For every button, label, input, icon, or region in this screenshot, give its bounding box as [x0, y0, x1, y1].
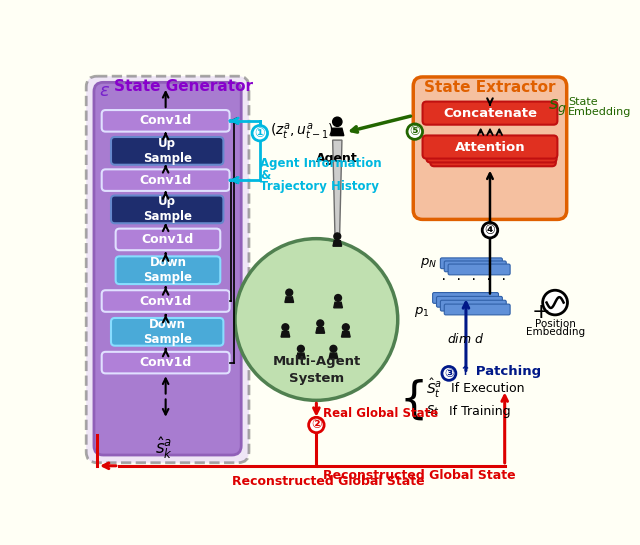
FancyBboxPatch shape: [444, 261, 506, 272]
FancyBboxPatch shape: [111, 137, 223, 165]
Text: · · · · ·: · · · · ·: [440, 273, 508, 286]
Circle shape: [298, 346, 304, 352]
Polygon shape: [333, 302, 342, 308]
FancyBboxPatch shape: [440, 258, 502, 269]
FancyBboxPatch shape: [422, 136, 557, 159]
Text: +: +: [532, 302, 550, 322]
FancyBboxPatch shape: [448, 264, 510, 275]
FancyBboxPatch shape: [433, 293, 499, 304]
Text: Conv1d: Conv1d: [142, 233, 194, 246]
Text: ②: ②: [311, 419, 322, 432]
FancyBboxPatch shape: [94, 82, 241, 455]
Circle shape: [330, 346, 337, 352]
Text: $\epsilon$: $\epsilon$: [99, 82, 110, 100]
Circle shape: [308, 417, 324, 433]
Text: If Training: If Training: [441, 404, 511, 417]
Circle shape: [333, 117, 342, 126]
Polygon shape: [333, 140, 342, 237]
Text: {: {: [399, 379, 428, 422]
Circle shape: [334, 233, 340, 240]
Circle shape: [342, 324, 349, 331]
Text: Conv1d: Conv1d: [140, 356, 192, 369]
FancyBboxPatch shape: [440, 300, 506, 311]
Text: $p_1$: $p_1$: [414, 305, 429, 319]
Text: Multi-Agent
System: Multi-Agent System: [272, 355, 360, 385]
Text: ①: ①: [255, 126, 265, 140]
Text: Down
Sample: Down Sample: [143, 318, 192, 346]
Circle shape: [235, 239, 397, 401]
Circle shape: [543, 290, 568, 315]
FancyBboxPatch shape: [111, 318, 223, 346]
Text: Conv1d: Conv1d: [140, 114, 192, 128]
Text: Conv1d: Conv1d: [140, 294, 192, 307]
Text: Reconstructed Global State: Reconstructed Global State: [323, 469, 515, 482]
Text: $p_N$: $p_N$: [420, 256, 437, 270]
Text: $\mathit{s}_g$: $\mathit{s}_g$: [548, 98, 567, 118]
FancyBboxPatch shape: [430, 143, 556, 166]
Circle shape: [286, 289, 292, 296]
Text: Attention: Attention: [454, 141, 525, 154]
Circle shape: [407, 124, 422, 140]
Text: Up
Sample: Up Sample: [143, 137, 192, 165]
Circle shape: [317, 320, 324, 327]
Polygon shape: [281, 331, 290, 337]
Text: ④: ④: [484, 223, 495, 237]
Text: Agent Information: Agent Information: [260, 158, 381, 171]
Text: $\hat{S}_t^a$: $\hat{S}_t^a$: [426, 377, 442, 399]
FancyBboxPatch shape: [436, 296, 502, 307]
Text: $s_t$: $s_t$: [426, 404, 439, 419]
FancyBboxPatch shape: [102, 290, 230, 312]
Polygon shape: [296, 353, 305, 359]
Text: Position: Position: [534, 319, 575, 329]
FancyBboxPatch shape: [413, 77, 566, 220]
Text: Embedding: Embedding: [525, 327, 584, 337]
Text: Real Global State: Real Global State: [323, 407, 438, 420]
Polygon shape: [316, 328, 324, 333]
FancyBboxPatch shape: [102, 110, 230, 132]
Text: $\hat{s}_k^a$: $\hat{s}_k^a$: [155, 435, 173, 461]
Polygon shape: [331, 128, 344, 136]
Text: ③: ③: [444, 367, 454, 380]
Text: Reconstructed Global State: Reconstructed Global State: [232, 475, 424, 488]
FancyBboxPatch shape: [86, 76, 249, 463]
Text: ⑤: ⑤: [410, 125, 420, 138]
FancyBboxPatch shape: [111, 196, 223, 223]
Text: Agent: Agent: [316, 152, 358, 165]
FancyBboxPatch shape: [422, 101, 557, 125]
Polygon shape: [285, 297, 294, 302]
Text: dim $d$: dim $d$: [447, 332, 484, 346]
Circle shape: [252, 125, 268, 141]
Text: Down
Sample: Down Sample: [143, 256, 193, 284]
Polygon shape: [342, 331, 350, 337]
FancyBboxPatch shape: [444, 304, 510, 315]
Text: $(z_t^a, u_{t-1}^a)$: $(z_t^a, u_{t-1}^a)$: [270, 122, 334, 142]
Circle shape: [482, 222, 498, 238]
Polygon shape: [333, 241, 342, 246]
Text: State Extractor: State Extractor: [424, 80, 556, 95]
FancyBboxPatch shape: [116, 229, 220, 250]
Text: Trajectory History: Trajectory History: [260, 180, 379, 193]
FancyBboxPatch shape: [102, 169, 230, 191]
Polygon shape: [329, 353, 338, 359]
FancyBboxPatch shape: [426, 140, 557, 162]
Text: ↑ Patching: ↑ Patching: [460, 365, 541, 378]
Text: State Generator: State Generator: [113, 79, 253, 94]
Text: Embedding: Embedding: [568, 107, 632, 117]
Text: Conv1d: Conv1d: [140, 174, 192, 186]
FancyBboxPatch shape: [102, 352, 230, 373]
Circle shape: [335, 294, 342, 301]
Text: Concatenate: Concatenate: [443, 107, 537, 120]
Text: Up
Sample: Up Sample: [143, 196, 192, 223]
Text: &: &: [260, 169, 270, 182]
Text: If Execution: If Execution: [443, 382, 524, 395]
FancyBboxPatch shape: [116, 256, 220, 284]
Text: State: State: [568, 98, 598, 107]
Circle shape: [442, 366, 456, 380]
Circle shape: [282, 324, 289, 331]
